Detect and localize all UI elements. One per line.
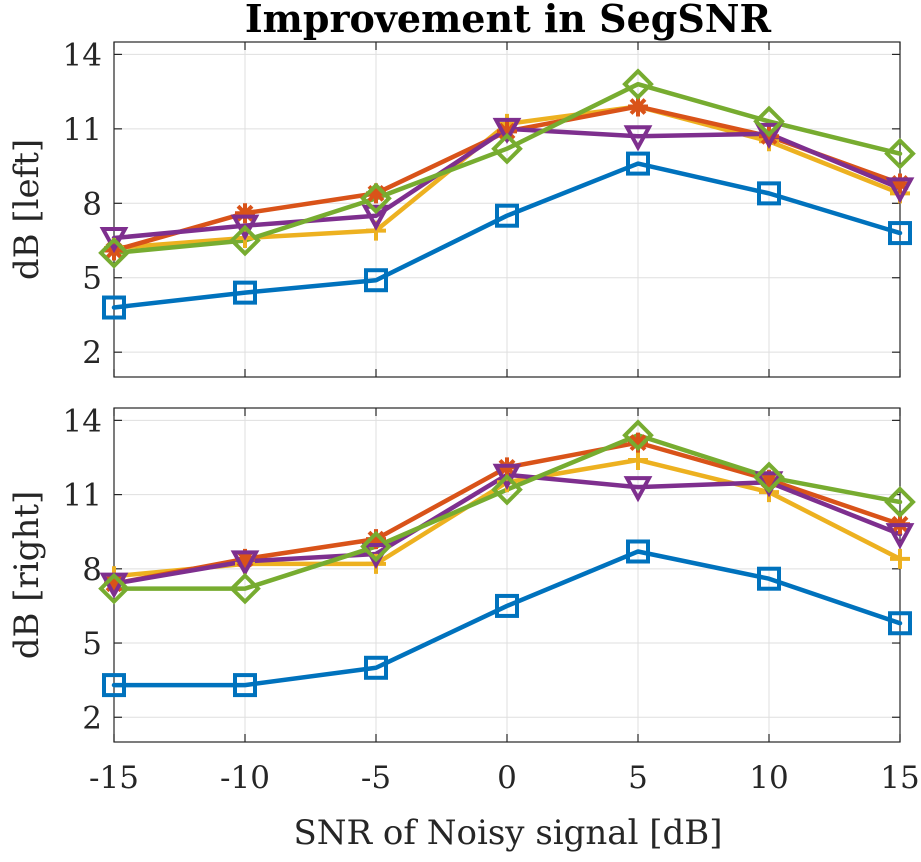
series-3-asterisk-marker: [497, 121, 517, 142]
series-5-diamond-marker: [98, 572, 130, 605]
series-5-diamond-marker: [884, 486, 916, 518]
series-5-diamond-marker: [360, 530, 392, 563]
series-4-triangle-down-marker: [361, 204, 391, 231]
x-tick-label: 10: [749, 760, 788, 796]
series-1-square-marker: [626, 151, 650, 176]
series-5-diamond-marker: [753, 105, 785, 138]
y-tick-label: 14: [63, 37, 102, 73]
y-tick-label: 8: [82, 186, 102, 222]
series-1-square-marker: [495, 593, 519, 618]
x-tick-label: -10: [220, 760, 270, 796]
series-4-triangle-down-marker: [754, 122, 784, 149]
series-4-triangle-down-marker: [885, 523, 915, 550]
series-1-square-marker: [495, 203, 519, 228]
series-3-asterisk-marker: [759, 469, 779, 490]
y-tick-label: 5: [82, 626, 102, 662]
chart-title: Improvement in SegSNR: [245, 0, 772, 41]
series-4-triangle-down-marker: [230, 214, 260, 241]
series-3-asterisk-marker: [628, 432, 648, 453]
series-3-asterisk-marker: [235, 203, 255, 224]
y-tick-label: 2: [82, 335, 102, 371]
y-axis-label: dB [right]: [7, 491, 47, 660]
series-1-square-marker: [102, 295, 126, 320]
series-4-triangle-down-marker: [492, 117, 522, 145]
y-tick-label: 11: [63, 478, 102, 514]
series-5-diamond-marker: [491, 132, 523, 165]
series-5-diamond-marker: [491, 473, 523, 506]
series-3-asterisk-marker: [104, 573, 124, 594]
series-1-square-marker: [364, 268, 388, 293]
y-tick-label: 5: [82, 261, 102, 297]
series-5-diamond-marker: [229, 572, 261, 605]
series-1-square-marker: [888, 611, 912, 636]
series-4-triangle-down-marker: [623, 125, 653, 152]
y-tick-label: 11: [63, 112, 102, 148]
y-tick-label: 8: [82, 552, 102, 588]
series-4-triangle-down-marker: [623, 476, 653, 503]
series-1-square-marker: [757, 566, 781, 591]
x-tick-label: 0: [497, 760, 517, 796]
y-axis-label: dB [left]: [7, 139, 47, 280]
series-3-asterisk-marker: [235, 548, 255, 569]
series-4-triangle-down-marker: [885, 177, 915, 204]
series-5-diamond-marker: [622, 68, 654, 101]
series-4-triangle-down-marker: [230, 550, 260, 577]
series-1-square-marker: [233, 673, 257, 698]
series-3-asterisk-marker: [366, 529, 386, 550]
series-5-diamond-marker: [98, 237, 130, 269]
series-2-plus-marker: [628, 449, 648, 470]
series-5-diamond-marker: [229, 224, 261, 257]
y-tick-label: 14: [63, 403, 102, 439]
series-3-asterisk-marker: [366, 183, 386, 204]
x-tick-label: -5: [361, 760, 391, 796]
x-tick-label: 5: [628, 760, 648, 796]
panel-right: 2 5 8 11 14 -15 -10 -5 0 5 10 15 dB [right]: [7, 403, 920, 796]
series-line-series-1: [111, 549, 903, 688]
series-1-square-marker: [233, 280, 257, 305]
series-5-diamond-marker: [622, 419, 654, 452]
x-axis-label: SNR of Noisy signal [dB]: [293, 813, 722, 853]
series-4-triangle-down-marker: [99, 227, 129, 254]
series-1-square-marker: [102, 673, 126, 698]
series-4-triangle-down-marker: [492, 463, 522, 490]
series-5-diamond-marker: [884, 137, 916, 170]
series-1-square-marker: [626, 539, 650, 564]
series-5-diamond-marker: [360, 182, 392, 215]
series-1-square-marker: [757, 181, 781, 206]
x-tick-label: -15: [89, 760, 139, 796]
series-3-asterisk-marker: [890, 173, 910, 194]
series-1-square-marker: [888, 221, 912, 246]
series-3-asterisk-marker: [628, 96, 648, 117]
series-5-diamond-marker: [753, 461, 785, 494]
x-tick-label: 15: [880, 760, 919, 796]
y-tick-label: 2: [82, 700, 102, 736]
series-1-square-marker: [364, 655, 388, 680]
panel-left: 2 5 8 11 14 dB [left]: [7, 37, 916, 378]
series-line-series-1: [111, 161, 903, 310]
series-2-plus-marker: [890, 548, 910, 569]
